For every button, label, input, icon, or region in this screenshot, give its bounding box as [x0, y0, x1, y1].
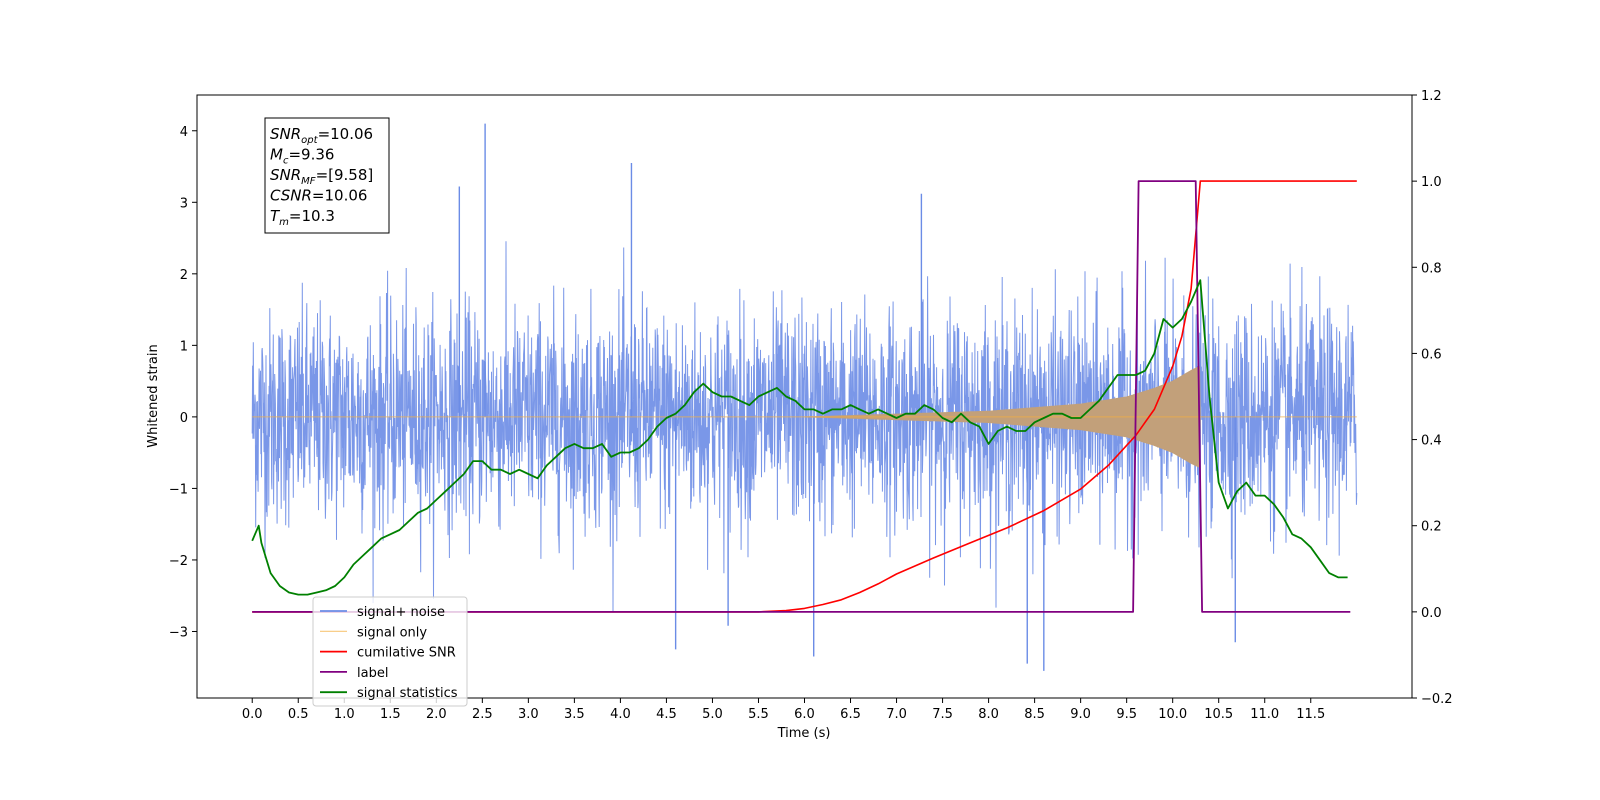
annotation-line: CSNR=10.06 [270, 187, 367, 205]
x-tick-label: 7.0 [886, 707, 907, 722]
y2-tick-label: 0.4 [1421, 434, 1442, 449]
x-tick-label: 11.0 [1250, 707, 1279, 722]
x-tick-label: 5.0 [702, 707, 723, 722]
y-tick-label: 0 [180, 411, 188, 426]
legend-label: signal only [357, 625, 427, 640]
x-tick-label: 1.0 [334, 707, 355, 722]
x-tick-label: 3.5 [564, 707, 585, 722]
y2-tick-label: 0.8 [1421, 261, 1442, 276]
y2-tick-label: 0.6 [1421, 347, 1442, 362]
annotation-line: SNRopt=10.06 [270, 125, 373, 146]
y2-tick-label: 0.2 [1421, 520, 1442, 535]
legend-label: cumilative SNR [357, 646, 456, 661]
x-axis: 0.0 0.5 1.0 1.5 2.0 2.5 3.0 3.5 4.0 4.5 5.0 5.5 6.0 6… [242, 698, 1325, 722]
x-tick-label: 0.0 [242, 707, 263, 722]
x-tick-label: 2.0 [426, 707, 447, 722]
x-tick-label: 1.5 [380, 707, 401, 722]
x-tick-label: 5.5 [748, 707, 769, 722]
y-tick-label: 1 [180, 339, 188, 354]
y-axis-right: −0.2 0.0 0.2 0.4 0.6 0.8 1.0 1.2 [1412, 89, 1453, 707]
legend-label: signal statistics [357, 686, 458, 701]
x-tick-label: 8.0 [978, 707, 999, 722]
annotation-line: SNRMF=[9.58] [270, 166, 373, 187]
y-axis-left: −3 −2 −1 0 1 2 3 4 [169, 125, 197, 640]
series-signal-statistics [251, 279, 1348, 596]
x-tick-label: 0.5 [288, 707, 309, 722]
series-label [252, 180, 1351, 613]
y-tick-label: 4 [180, 125, 188, 140]
x-tick-label: 10.5 [1204, 707, 1233, 722]
y-tick-label: −3 [169, 625, 188, 640]
y-tick-label: −2 [169, 554, 188, 569]
x-tick-label: 10.0 [1158, 707, 1187, 722]
y2-tick-label: −0.2 [1421, 692, 1453, 707]
x-tick-label: 9.0 [1070, 707, 1091, 722]
annotation-line: Tm=10.3 [270, 207, 335, 228]
legend: signal+ noise signal only cumilative SNR la… [312, 596, 468, 707]
y-tick-label: −1 [169, 482, 188, 497]
y2-tick-label: 1.0 [1421, 175, 1442, 190]
y2-tick-label: 0.0 [1421, 606, 1442, 621]
x-tick-label: 6.0 [794, 707, 815, 722]
series-cumulative-snr [252, 180, 1357, 613]
y-tick-label: 2 [180, 268, 188, 283]
x-tick-label: 4.0 [610, 707, 631, 722]
x-tick-label: 7.5 [932, 707, 953, 722]
x-tick-label: 4.5 [656, 707, 677, 722]
annotation-frame [264, 117, 390, 234]
legend-label: label [357, 666, 388, 681]
legend-label: signal+ noise [357, 605, 445, 620]
y2-tick-label: 1.2 [1421, 89, 1442, 104]
x-tick-label: 2.5 [472, 707, 493, 722]
y-axis-label: Whitened strain [146, 344, 161, 447]
x-tick-label: 3.0 [518, 707, 539, 722]
legend-frame [312, 596, 468, 707]
x-tick-label: 6.5 [840, 707, 861, 722]
x-tick-label: 11.5 [1296, 707, 1325, 722]
x-axis-label: Time (s) [777, 726, 831, 741]
annotation-box: SNRopt=10.06Mc=9.36SNRMF=[9.58]CSNR=10.0… [264, 117, 390, 234]
y-tick-label: 3 [180, 196, 188, 211]
annotation-line: Mc=9.36 [270, 146, 334, 167]
x-tick-label: 8.5 [1024, 707, 1045, 722]
x-tick-label: 9.5 [1116, 707, 1137, 722]
